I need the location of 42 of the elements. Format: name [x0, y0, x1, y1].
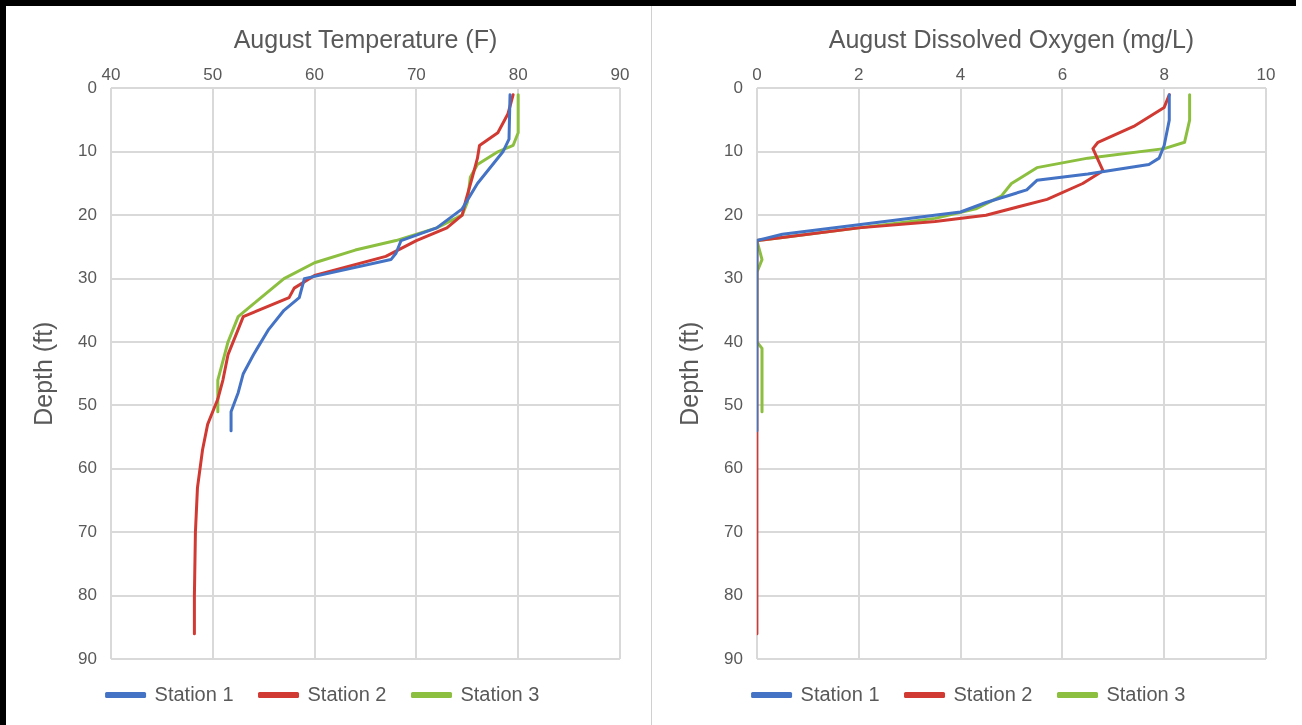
y-tick-label: 60 [77, 458, 97, 478]
y-tick-label: 10 [723, 141, 743, 161]
y-tick-label: 70 [77, 521, 97, 541]
x-tick-label: 60 [305, 64, 325, 84]
legend-label: Station 3 [1105, 682, 1185, 705]
y-tick-label: 70 [723, 521, 743, 541]
legend-label: Station 3 [460, 682, 540, 705]
legend-label: Station 1 [154, 682, 234, 705]
y-tick-label: 0 [87, 78, 97, 98]
x-tick-label: 40 [101, 64, 121, 84]
legend-label: Station 1 [800, 682, 880, 705]
y-tick-label: 0 [732, 78, 743, 98]
y-tick-label: 20 [77, 204, 97, 224]
x-tick-label: 70 [406, 64, 426, 84]
y-tick-label: 30 [77, 268, 97, 288]
x-tick-label: 50 [203, 64, 223, 84]
x-tick-label: 80 [508, 64, 528, 84]
y-axis-title: Depth (ft) [28, 321, 57, 426]
x-tick-label: 90 [610, 64, 630, 84]
y-tick-label: 40 [77, 331, 97, 351]
x-tick-label: 8 [1158, 64, 1169, 84]
y-tick-label: 10 [77, 141, 97, 161]
x-tick-label: 6 [1057, 64, 1067, 84]
y-tick-label: 20 [723, 204, 743, 224]
x-tick-label: 2 [853, 64, 863, 84]
y-tick-label: 80 [77, 585, 97, 605]
y-axis-title: Depth (ft) [674, 321, 703, 426]
x-tick-label: 10 [1256, 64, 1275, 84]
legend-label: Station 2 [953, 682, 1032, 705]
y-tick-label: 50 [77, 395, 97, 415]
x-tick-label: 4 [955, 64, 965, 84]
y-tick-label: 60 [723, 458, 743, 478]
y-tick-label: 50 [723, 395, 743, 415]
y-tick-label: 90 [77, 648, 97, 668]
chart-title: August Dissolved Oxygen (mg/L) [828, 24, 1194, 53]
legend-label: Station 2 [307, 682, 387, 705]
y-tick-label: 80 [723, 585, 743, 605]
x-tick-label: 0 [751, 64, 762, 84]
chart-title: August Temperature (F) [233, 24, 498, 53]
y-tick-label: 30 [723, 268, 743, 288]
y-tick-label: 40 [723, 331, 743, 351]
y-tick-label: 90 [723, 648, 743, 668]
